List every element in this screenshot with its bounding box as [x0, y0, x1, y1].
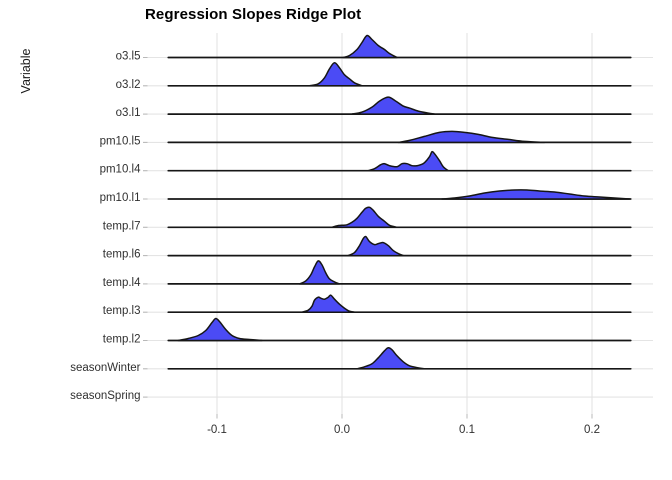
ridge-density-pm10.l1: [441, 189, 631, 200]
y-axis-label: temp.l2: [103, 334, 141, 346]
ridge-density-o3.l5: [342, 34, 398, 59]
ridge-density-o3.l1: [351, 96, 436, 115]
x-axis-label: 0.1: [459, 424, 475, 436]
ridge-density-temp.l2: [177, 317, 263, 342]
ridge-density-temp.l6: [347, 235, 404, 257]
y-axis-label: o3.l2: [116, 79, 141, 91]
ridge-density-o3.l2: [308, 62, 363, 87]
ridge-density-temp.l7: [331, 206, 398, 229]
y-axis-label: temp.l4: [103, 277, 141, 289]
y-axis-label: pm10.l5: [100, 135, 141, 147]
ridge-density-temp.l4: [298, 260, 341, 285]
y-axis-label: temp.l7: [103, 220, 141, 232]
x-axis-label: 0.0: [334, 424, 350, 436]
x-axis-label: 0.2: [584, 424, 600, 436]
y-axis-label: temp.l3: [103, 305, 141, 317]
y-axis-label: seasonSpring: [70, 390, 140, 402]
ridge-density-seasonWinter: [356, 347, 426, 370]
ridge-density-pm10.l4: [367, 150, 449, 172]
y-axis-label: temp.l6: [103, 249, 141, 261]
x-axis-label: -0.1: [207, 424, 227, 436]
y-axis-label: o3.l1: [116, 107, 141, 119]
ridge-density-temp.l3: [301, 294, 356, 313]
y-axis-label: pm10.l4: [100, 164, 142, 176]
y-axis-label: seasonWinter: [70, 362, 140, 374]
y-axis-label: o3.l5: [116, 51, 141, 63]
y-axis-label: pm10.l1: [100, 192, 141, 204]
ridge-density-pm10.l5: [397, 130, 546, 144]
chart-title: Regression Slopes Ridge Plot: [145, 6, 362, 23]
